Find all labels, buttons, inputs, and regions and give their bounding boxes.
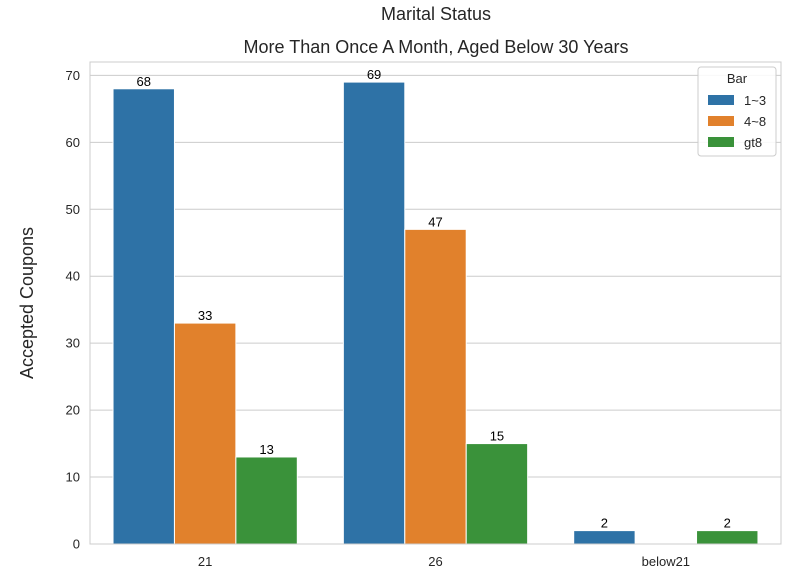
bar-value-label: 2 [601,516,608,531]
y-axis-label: Accepted Coupons [17,227,37,379]
y-tick-label: 20 [66,403,80,418]
bar [465,443,529,545]
bar [112,88,175,545]
bar [173,322,237,545]
x-tick-label: 21 [198,554,212,569]
bar-value-label: 33 [198,308,212,323]
chart-subtitle: More Than Once A Month, Aged Below 30 Ye… [244,37,629,57]
bar-labels-group: 68 33 13 69 47 15 2 2 [137,67,731,531]
bar [235,456,298,545]
legend-swatch [708,95,734,105]
y-tick-label: 10 [66,470,80,485]
y-tick-label: 0 [73,537,80,552]
legend-box [697,66,777,157]
y-tick-label: 70 [66,68,80,83]
axes-group: 0 10 20 30 40 50 60 70 21 26 below21 [66,61,782,569]
legend-entry-label: gt8 [744,135,762,150]
y-tick-label: 30 [66,336,80,351]
x-tick-label: 26 [428,554,442,569]
legend-entry-label: 4~8 [744,114,766,129]
bar-value-label: 2 [724,516,731,531]
bar [404,228,467,545]
legend-swatch [708,116,734,126]
bar-value-label: 68 [137,74,151,89]
y-tick-label: 50 [66,202,80,217]
y-tick-label: 60 [66,135,80,150]
bars-group [112,81,759,545]
bar [573,530,636,545]
legend-entry-label: 1~3 [744,93,766,108]
bar-value-label: 13 [259,442,273,457]
bar-value-label: 15 [490,429,504,444]
chart-title: Marital Status [381,4,491,24]
bar-value-label: 69 [367,67,381,82]
legend-swatch [708,137,734,147]
legend-title: Bar [727,71,748,86]
bar-value-label: 47 [428,214,442,229]
y-tick-label: 40 [66,269,80,284]
bar [342,81,406,545]
legend: Bar 1~3 4~8 gt8 [697,66,777,157]
bar [696,530,759,545]
x-tick-label: below21 [642,554,690,569]
plot-frame [89,61,782,545]
